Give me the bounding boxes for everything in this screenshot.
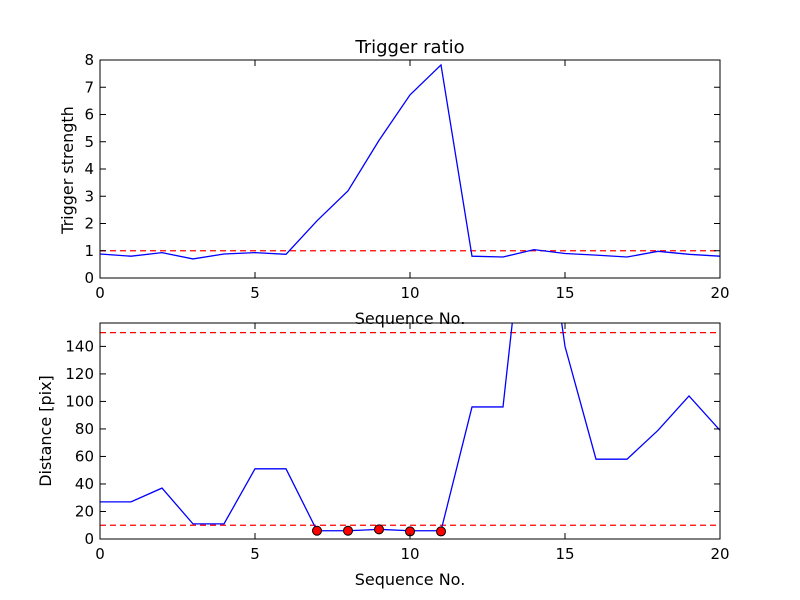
y-axis-label: Trigger strength bbox=[58, 106, 77, 235]
x-tick-label: 15 bbox=[555, 284, 574, 302]
y-tick-label: 80 bbox=[75, 420, 94, 438]
x-tick-label: 5 bbox=[250, 284, 260, 302]
data-marker bbox=[312, 525, 322, 536]
y-axis-label: Distance [pix] bbox=[36, 375, 55, 487]
x-tick-label: 20 bbox=[710, 284, 729, 302]
y-tick-label: 8 bbox=[84, 51, 94, 69]
series-line bbox=[100, 63, 720, 260]
y-tick-label: 2 bbox=[84, 215, 94, 233]
chart-title: Trigger ratio bbox=[354, 37, 464, 58]
y-tick-label: 0 bbox=[84, 530, 94, 548]
y-tick-label: 7 bbox=[84, 78, 94, 96]
y-tick-label: 120 bbox=[65, 365, 94, 383]
y-tick-label: 4 bbox=[84, 160, 94, 178]
y-tick-label: 1 bbox=[84, 242, 94, 260]
x-tick-label: 15 bbox=[555, 545, 574, 563]
data-marker bbox=[343, 525, 353, 536]
y-tick-label: 6 bbox=[84, 106, 94, 124]
y-tick-label: 140 bbox=[65, 337, 94, 355]
x-tick-label: 5 bbox=[250, 545, 260, 563]
y-tick-label: 100 bbox=[65, 392, 94, 410]
data-marker bbox=[436, 526, 446, 537]
y-tick-label: 20 bbox=[75, 502, 94, 520]
y-tick-label: 5 bbox=[84, 133, 94, 151]
x-tick-label: 0 bbox=[95, 545, 105, 563]
x-tick-label: 20 bbox=[710, 545, 729, 563]
y-tick-label: 40 bbox=[75, 475, 94, 493]
x-axis-label: Sequence No. bbox=[355, 570, 466, 589]
y-tick-label: 0 bbox=[84, 269, 94, 287]
x-tick-label: 0 bbox=[95, 284, 105, 302]
y-tick-label: 3 bbox=[84, 187, 94, 205]
x-tick-label: 10 bbox=[400, 284, 419, 302]
x-tick-label: 10 bbox=[400, 545, 419, 563]
y-tick-label: 60 bbox=[75, 447, 94, 465]
data-marker bbox=[374, 524, 384, 535]
plot-area bbox=[100, 63, 720, 260]
distance-chart: Sequence No. Distance [pix] 0 5 10 15 20 0 20 4… bbox=[36, 322, 730, 589]
